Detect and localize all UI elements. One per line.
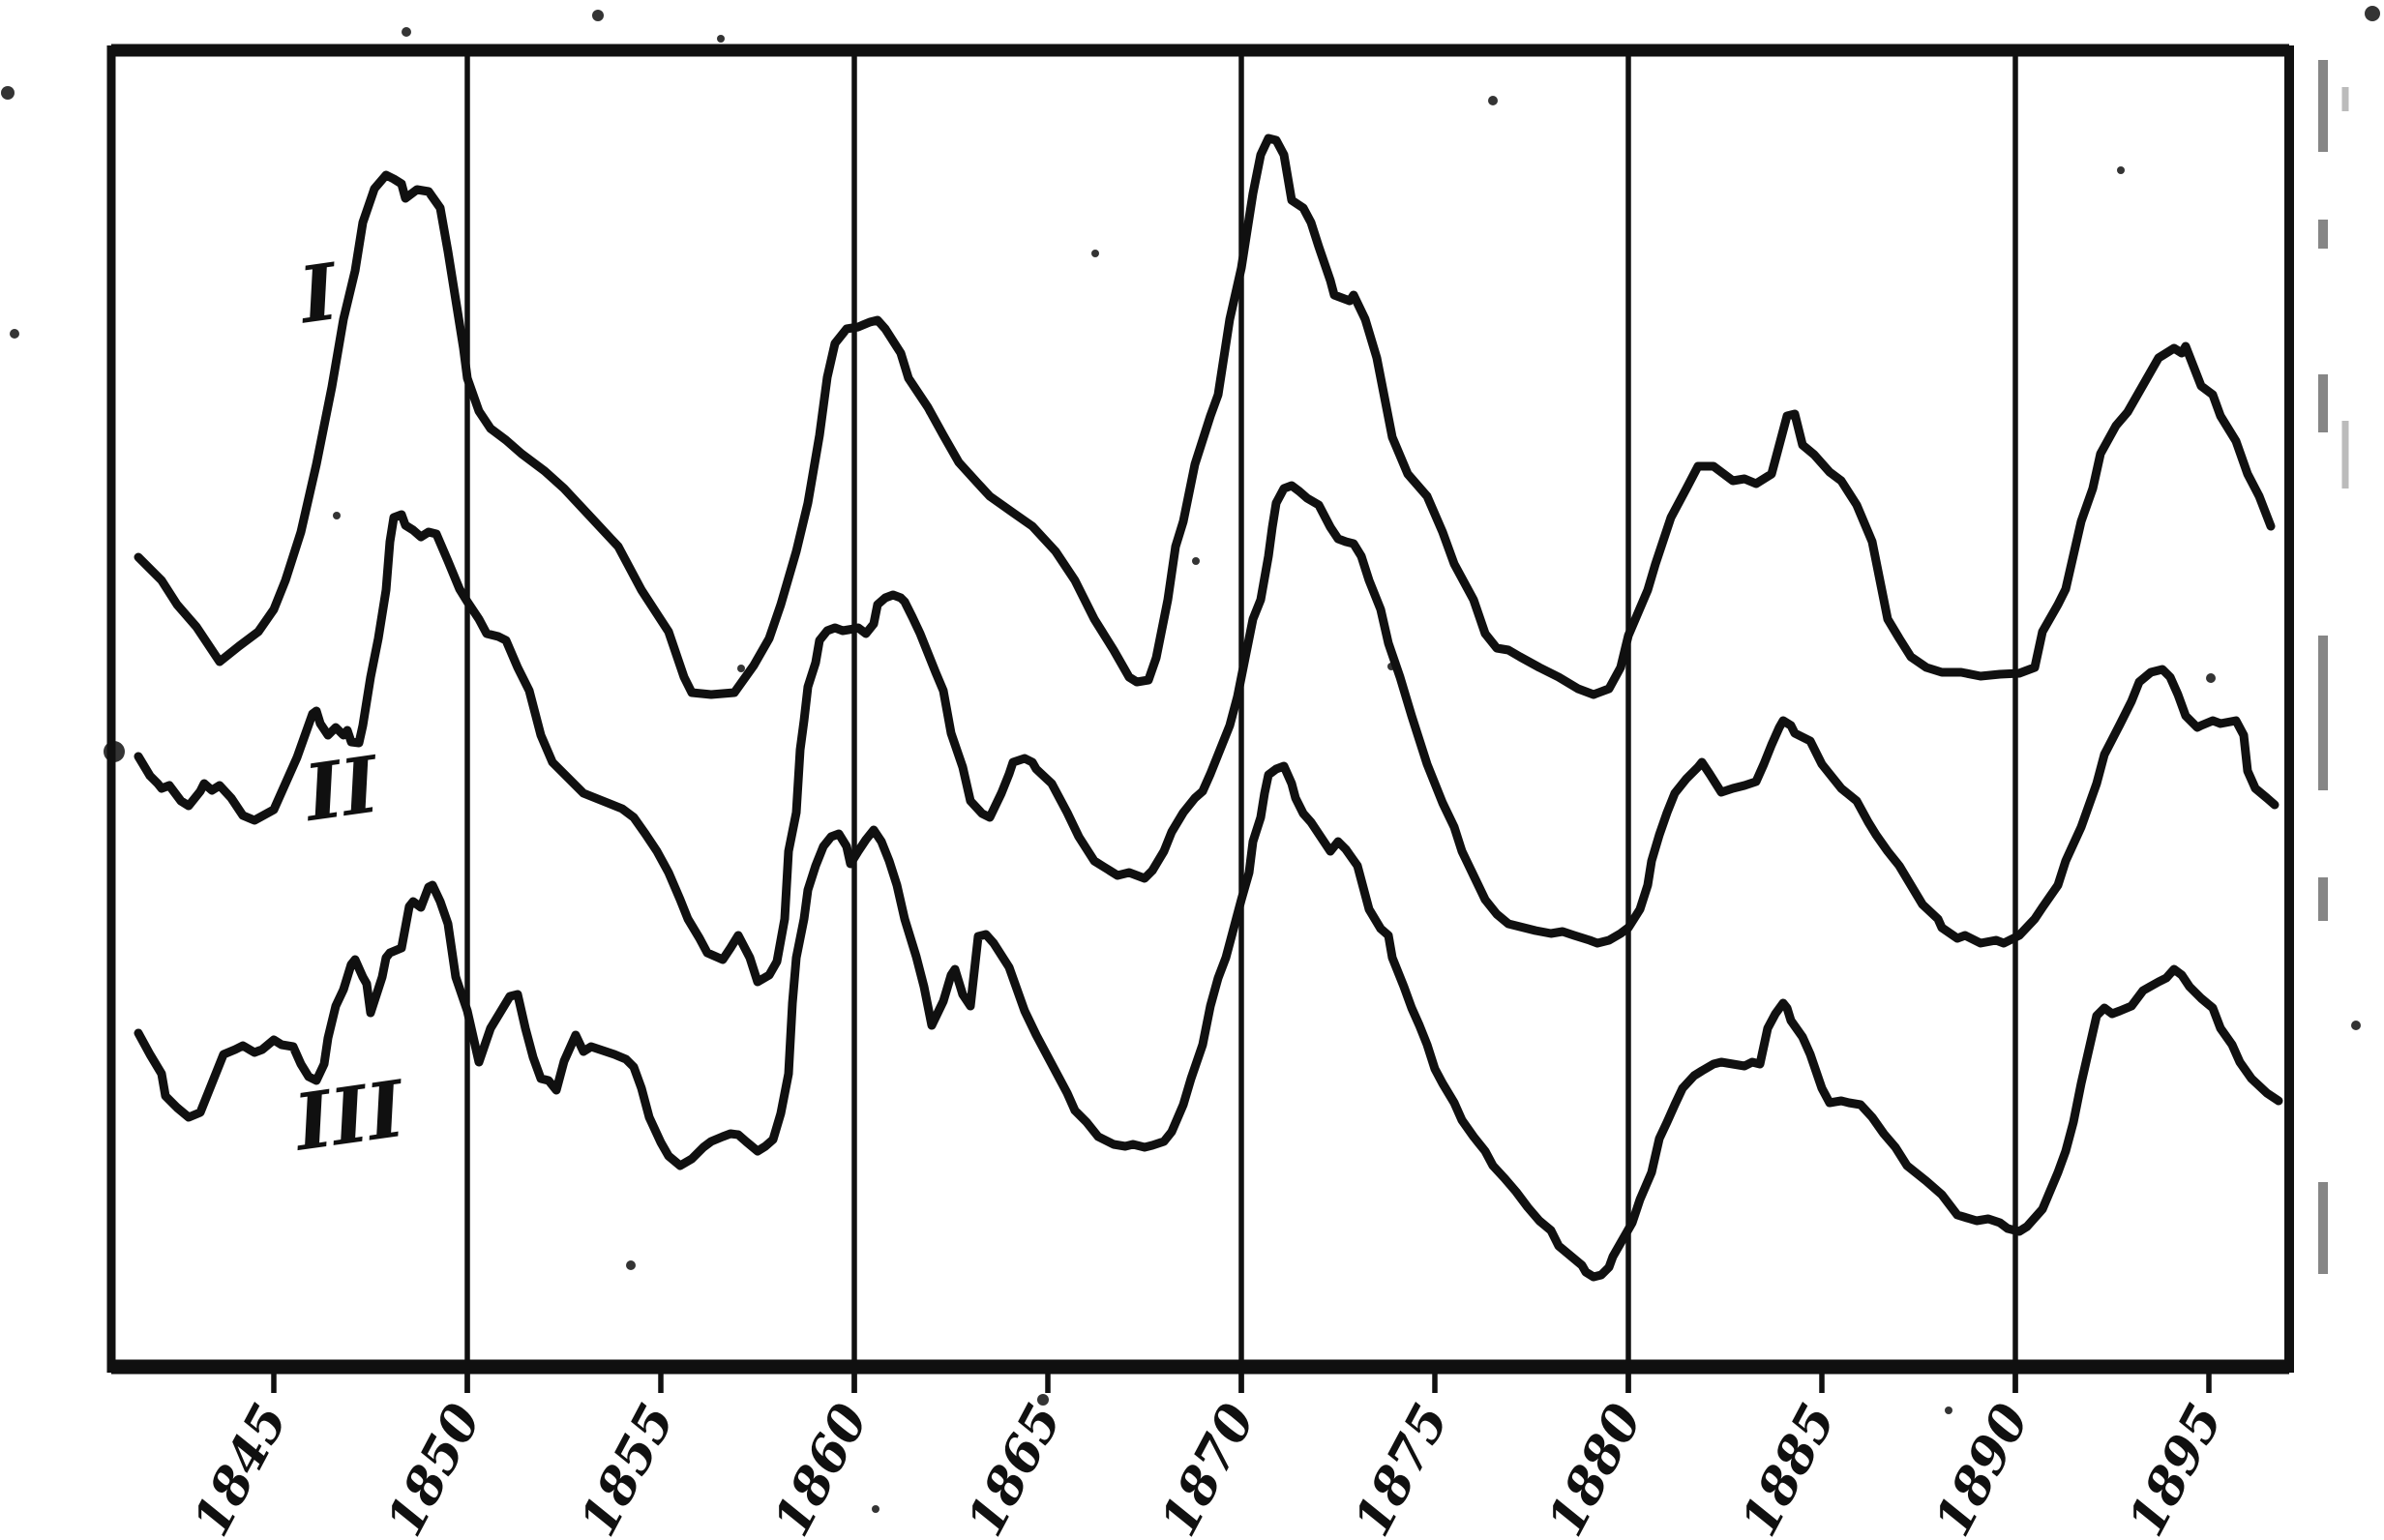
series-I-label: I xyxy=(292,246,345,341)
scan-speck xyxy=(2117,166,2125,174)
scan-speck xyxy=(1037,1394,1049,1406)
scan-speck xyxy=(737,665,745,672)
tick-label-1845: 1845 xyxy=(182,1394,300,1540)
tick-label-1850: 1850 xyxy=(375,1394,493,1540)
tick-label-1870: 1870 xyxy=(1149,1394,1267,1540)
scan-speck xyxy=(1091,250,1099,257)
series-III-curve xyxy=(134,761,2283,1282)
tick-label-1895: 1895 xyxy=(2117,1394,2235,1540)
tick-label-1875: 1875 xyxy=(1343,1394,1461,1540)
scan-speck xyxy=(1387,663,1395,670)
scan-speck xyxy=(1488,96,1498,105)
scan-speck xyxy=(1945,1407,1952,1414)
tick-label-1885: 1885 xyxy=(1730,1394,1848,1540)
scan-speck xyxy=(592,10,604,21)
scan-speck xyxy=(626,1260,636,1270)
scan-speck xyxy=(1,86,15,100)
tick-label-1890: 1890 xyxy=(1923,1394,2041,1540)
scan-speck xyxy=(104,741,125,762)
scan-speck xyxy=(1797,430,1803,436)
series-II-curve xyxy=(134,481,2280,987)
scan-speck xyxy=(717,35,725,43)
series-II-label: II xyxy=(298,738,387,839)
scan-speck xyxy=(333,512,341,519)
scan-speck xyxy=(2365,6,2380,21)
scan-speck xyxy=(402,27,411,37)
scan-speck xyxy=(10,329,19,339)
tick-label-1855: 1855 xyxy=(569,1394,687,1540)
scan-speck xyxy=(1192,557,1200,565)
series-III-label: III xyxy=(287,1063,412,1169)
scan-speck xyxy=(2206,673,2216,683)
scan-speck xyxy=(926,409,932,415)
series-I-curve xyxy=(134,133,2276,699)
tick-label-1865: 1865 xyxy=(956,1394,1074,1540)
scan-speck xyxy=(872,1505,879,1513)
tick-label-1860: 1860 xyxy=(762,1394,880,1540)
scan-speck xyxy=(2351,1021,2361,1030)
tick-label-1880: 1880 xyxy=(1536,1394,1654,1540)
